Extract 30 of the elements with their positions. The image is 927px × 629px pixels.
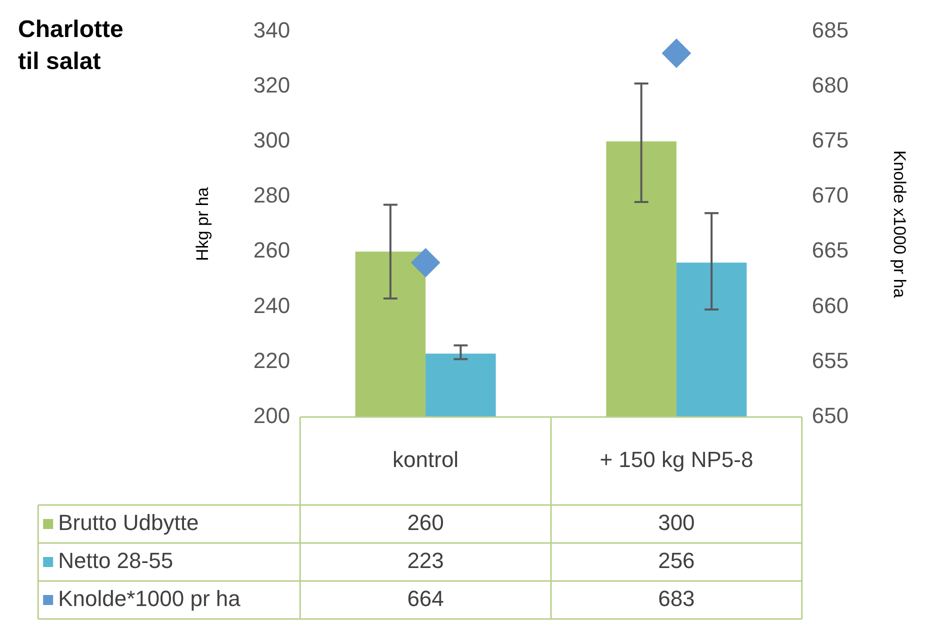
y-tick-label: 260 [253, 238, 290, 263]
legend-label: Knolde*1000 pr ha [58, 586, 242, 612]
x-tick-label: kontrol [392, 447, 459, 472]
x-tick-label: + 150 kg NP5-8 [600, 447, 754, 472]
y2-tick-label: 685 [812, 17, 849, 42]
y2-tick-label: 650 [812, 403, 849, 428]
y2-tick-label: 655 [812, 348, 849, 373]
data-label: 260 [407, 510, 444, 536]
text: Charlotte til salat [18, 15, 124, 77]
y-tick-label: 340 [253, 17, 290, 42]
y-tick-label: 200 [253, 403, 290, 428]
y-tick-label: 240 [253, 292, 290, 318]
y-axis-title: Hkg pr ha [192, 186, 212, 261]
y2-tick-label: 680 [812, 72, 849, 98]
data-label: 664 [407, 586, 444, 612]
data-label: 256 [658, 548, 695, 574]
y2-axis-title: Knolde x1000 pr ha [890, 150, 910, 298]
legend-label: Brutto Udbytte [58, 510, 199, 536]
y2-tick-label: 670 [812, 182, 849, 208]
data-label: 683 [658, 586, 695, 612]
legend-label: Netto 28-55 [58, 548, 174, 574]
y-tick-label: 300 [253, 127, 290, 152]
y-tick-label: 220 [253, 348, 290, 373]
data-label: 300 [658, 510, 695, 536]
y2-tick-label: 675 [812, 127, 849, 152]
y2-tick-label: 660 [812, 292, 849, 318]
y-tick-label: 280 [253, 182, 290, 208]
y2-tick-label: 665 [812, 238, 849, 263]
data-label: 223 [407, 548, 444, 574]
y-tick-label: 320 [253, 72, 290, 98]
